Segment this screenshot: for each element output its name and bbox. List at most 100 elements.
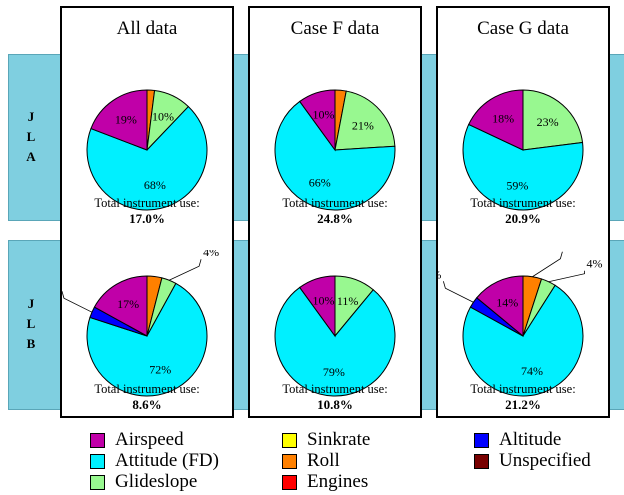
legend-label: Sinkrate — [307, 429, 371, 450]
legend-swatch — [474, 453, 489, 469]
pie-slice-label: 23% — [537, 115, 559, 129]
caption-label: Total instrument use: — [282, 382, 388, 396]
pie-slice-airspeed — [468, 89, 524, 151]
pie-chart: 23% 59% 18% — [462, 89, 584, 211]
pie-slice-label: 14% — [496, 295, 518, 309]
callout-line — [532, 251, 563, 278]
legend-label: Airspeed — [115, 429, 184, 450]
total-instrument-use: Total instrument use: 24.8% — [250, 196, 420, 226]
total-instrument-use: Total instrument use: 21.2% — [438, 382, 608, 412]
caption-value: 20.9% — [505, 211, 541, 226]
pie-slice-airspeed — [93, 275, 148, 337]
legend-swatch — [90, 474, 105, 490]
pie-slice-label: 5% — [564, 250, 580, 252]
total-instrument-use: Total instrument use: 17.0% — [62, 196, 232, 226]
row-label-letter: L — [26, 316, 36, 331]
pie-slice-attitude-fd — [274, 100, 396, 211]
legend: Airspeed Attitude (FD) Glideslope Sinkrate R… — [0, 426, 624, 495]
pie-chart: 5% 4% 74% 3% 14% — [438, 250, 603, 397]
panel-title: Case F data — [290, 18, 380, 39]
pie-slice-label: 3% — [438, 267, 441, 281]
pie-slice-label: 68% — [144, 178, 166, 192]
pie-slice-attitude-fd — [86, 105, 208, 211]
caption-label: Total instrument use: — [470, 382, 576, 396]
pie-slice-airspeed — [299, 89, 336, 152]
pie-chart: 11% 79% 10% — [274, 275, 396, 397]
legend-item-attitude-fd: Attitude (FD) — [90, 451, 219, 471]
legend-swatch — [90, 432, 105, 448]
pie-slice-attitude-fd — [462, 284, 584, 397]
legend-item-unspecified: Unspecified — [474, 451, 591, 471]
caption-value: 21.2% — [505, 397, 541, 412]
pie-slice-label: 19% — [115, 112, 137, 126]
legend-swatch — [282, 432, 297, 448]
pie-slice-label: 79% — [323, 365, 345, 379]
pie-chart: 4%72%3%17% — [62, 250, 219, 397]
legend-label: Unspecified — [499, 450, 591, 471]
pie-slice-label: 10% — [152, 109, 174, 123]
pie-slice-label: 4% — [587, 257, 603, 271]
pie-slice-glideslope — [334, 90, 396, 151]
panel-title: Case G data — [477, 18, 569, 39]
pie-slice-airspeed — [90, 89, 148, 151]
row-label-letter: B — [26, 336, 36, 351]
panel-case-g: Case G data 23% 59% 18% Total instrument us… — [436, 6, 610, 418]
callout-line — [442, 281, 474, 303]
panel-case-f: Case F data 21% 66% 10% Total instrument us… — [248, 6, 422, 418]
panel-title: All data — [116, 18, 178, 39]
legend-label: Attitude (FD) — [115, 450, 219, 471]
total-instrument-use: Total instrument use: 20.9% — [438, 196, 608, 226]
legend-label: Glideslope — [115, 471, 198, 492]
legend-item-roll: Roll — [282, 451, 340, 471]
pie-slice-airspeed — [476, 275, 524, 338]
legend-item-sinkrate: Sinkrate — [282, 430, 370, 450]
legend-item-glideslope: Glideslope — [90, 472, 197, 492]
pie-chart: 21% 66% 10% — [274, 89, 396, 211]
pie-slice-label: 11% — [337, 294, 359, 308]
pie-slice-glideslope — [522, 89, 584, 151]
legend-item-airspeed: Airspeed — [90, 430, 184, 450]
legend-swatch — [90, 453, 105, 469]
pie-slice-label: 72% — [149, 363, 171, 377]
legend-label: Engines — [307, 471, 369, 492]
caption-label: Total instrument use: — [94, 196, 200, 210]
pie-slice-label: 18% — [492, 112, 514, 126]
legend-item-altitude: Altitude — [474, 430, 561, 450]
caption-value: 10.8% — [317, 397, 353, 412]
pie-slice-label: 17% — [117, 297, 139, 311]
caption-value: 8.6% — [132, 397, 162, 412]
caption-value: 17.0% — [129, 211, 165, 226]
legend-label: Roll — [307, 450, 340, 471]
legend-swatch — [282, 474, 297, 490]
pie-slice-label: 10% — [313, 294, 335, 308]
pie-chart: 10% 68% 19% — [86, 89, 208, 211]
row-label-letter: J — [27, 296, 35, 311]
caption-value: 24.8% — [317, 211, 353, 226]
pie-slice-label: 21% — [352, 118, 374, 132]
row-label-letter: A — [26, 148, 36, 164]
legend-swatch — [474, 432, 489, 448]
row-label-letter: J — [27, 108, 35, 124]
pie-slice-attitude-fd — [274, 286, 396, 397]
callout-line — [548, 270, 585, 283]
pie-slice-airspeed — [299, 275, 336, 338]
row-label-letter: L — [26, 128, 36, 144]
total-instrument-use: Total instrument use: 8.6% — [62, 382, 232, 412]
legend-swatch — [282, 453, 297, 469]
caption-label: Total instrument use: — [282, 196, 388, 210]
pie-slice-label: 66% — [309, 176, 331, 190]
callout-line — [62, 291, 93, 313]
legend-label: Altitude — [499, 429, 562, 450]
legend-item-engines: Engines — [282, 472, 368, 492]
callout-line — [168, 259, 202, 281]
total-instrument-use: Total instrument use: 10.8% — [250, 382, 420, 412]
pie-slice-label: 10% — [313, 108, 335, 122]
pie-slice-attitude-fd — [462, 123, 584, 211]
caption-label: Total instrument use: — [470, 196, 576, 210]
pie-slice-label: 74% — [521, 364, 543, 378]
pie-slice-attitude-fd — [86, 282, 208, 397]
caption-label: Total instrument use: — [94, 382, 200, 396]
pie-slice-label: 59% — [506, 179, 528, 193]
